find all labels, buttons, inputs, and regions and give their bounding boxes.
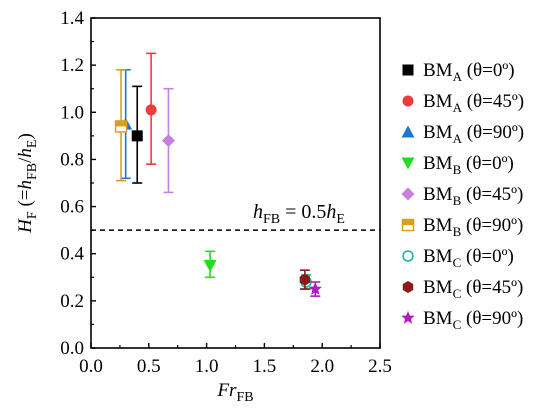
legend-marker [401, 157, 415, 170]
legend-label: BMA (θ=0º) [423, 60, 515, 84]
point-marker [203, 260, 217, 272]
legend-item-7: BMC (θ=0º) [402, 246, 514, 270]
y-tick-label: 1.0 [60, 102, 84, 123]
data-point-6 [114, 69, 128, 182]
legend-item-9: BMC (θ=90º) [401, 308, 523, 332]
point-marker [308, 282, 322, 295]
legend-marker [402, 281, 414, 293]
legend-item-1: BMA (θ=0º) [402, 60, 515, 84]
data-point-1 [131, 85, 143, 184]
y-tick-label: 1.2 [60, 55, 84, 76]
y-tick-label: 0.2 [60, 291, 84, 312]
legend-label: BMC (θ=0º) [423, 246, 514, 270]
legend-item-3: BMA (θ=90º) [401, 122, 524, 146]
y-tick-label: 1.4 [60, 8, 84, 29]
legend-label: BMA (θ=45º) [423, 91, 524, 115]
x-tick-label: 1.5 [253, 356, 277, 377]
reference-annotation: hFB = 0.5hE [253, 201, 345, 227]
data-point-4 [203, 250, 217, 279]
legend-item-2: BMA (θ=45º) [402, 91, 524, 115]
x-tick-label: 2.0 [310, 356, 334, 377]
legend-marker [402, 64, 414, 76]
legend-marker [402, 95, 414, 107]
point-marker [114, 120, 128, 133]
legend-marker [401, 125, 415, 138]
x-tick-label: 0.5 [137, 356, 161, 377]
point-marker [145, 104, 157, 116]
data-point-5 [161, 87, 175, 194]
x-tick-label: 0.0 [79, 356, 103, 377]
legend-item-5: BMB (θ=45º) [401, 184, 523, 208]
point-marker [299, 273, 311, 286]
data-point-8 [299, 269, 311, 290]
data-point-2 [145, 52, 157, 165]
legend: BMA (θ=0º) BMA (θ=45º) BMA (θ=90º) BMB (θ=0… [401, 60, 524, 332]
legend-marker [401, 218, 415, 232]
point-marker [131, 130, 143, 142]
plot-marks [114, 52, 322, 297]
y-axis-title: HF (=hFB/hE) [15, 133, 40, 234]
legend-item-8: BMC (θ=45º) [402, 277, 523, 301]
legend-marker [401, 311, 415, 324]
legend-label: BMC (θ=90º) [423, 308, 523, 332]
legend-label: BMC (θ=45º) [423, 277, 523, 301]
y-tick-label: 0.4 [60, 244, 84, 265]
legend-marker [401, 187, 415, 201]
y-tick-label: 0.8 [60, 149, 84, 170]
legend-label: BMB (θ=90º) [423, 215, 523, 239]
y-tick-label: 0.6 [60, 197, 84, 218]
x-tick-label: 1.0 [195, 356, 219, 377]
x-tick-label: 2.5 [368, 356, 392, 377]
axes: hFB = 0.5hE 0.0 0.5 1.0 1.5 2.0 2.5 0.0 0.2 0.4 0.… [15, 8, 392, 405]
legend-marker [402, 250, 414, 262]
x-axis-title: FrFB [216, 380, 253, 405]
legend-item-4: BMB (θ=0º) [401, 153, 514, 177]
legend-item-6: BMB (θ=90º) [401, 215, 523, 239]
legend-label: BMA (θ=90º) [423, 122, 524, 146]
point-marker [161, 134, 175, 148]
data-point-9 [308, 281, 322, 297]
legend-label: BMB (θ=0º) [423, 153, 514, 177]
legend-label: BMB (θ=45º) [423, 184, 523, 208]
y-tick-label: 0.0 [60, 338, 84, 359]
